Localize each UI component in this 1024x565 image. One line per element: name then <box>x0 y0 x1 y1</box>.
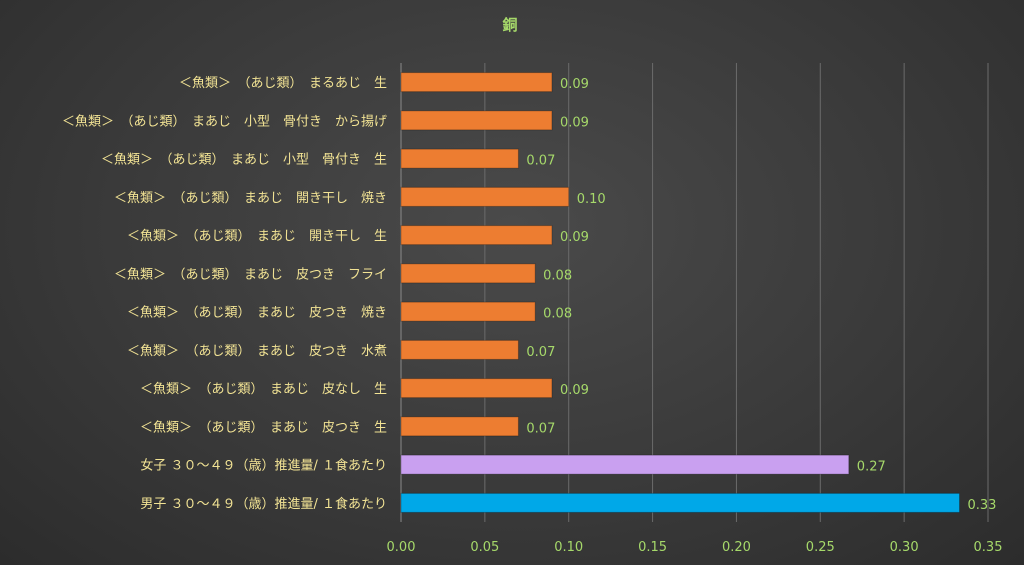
category-label: ＜魚類＞ （あじ類） まあじ 開き干し 生 <box>127 229 387 244</box>
category-label: ＜魚類＞ （あじ類） まあじ 小型 骨付き から揚げ <box>62 113 387 129</box>
data-label: 0.10 <box>577 192 606 207</box>
data-label: 0.07 <box>526 345 555 360</box>
bar <box>400 186 570 207</box>
labels: 0.00 0.05 0.10 0.15 0.20 0.25 0.30 0.35 ＜魚類＞ （あじ… <box>62 76 1002 555</box>
category-label: ＜魚類＞ （あじ類） まるあじ 生 <box>179 76 387 91</box>
bar <box>400 416 519 437</box>
data-label: 0.08 <box>543 307 572 322</box>
category-label: ＜魚類＞ （あじ類） まあじ 皮つき フライ <box>114 267 387 282</box>
data-label: 0.08 <box>543 268 572 283</box>
x-tick-label: 0.20 <box>722 540 751 555</box>
bar <box>400 148 519 169</box>
category-label: ＜魚類＞ （あじ類） まあじ 皮なし 生 <box>140 382 387 397</box>
grid <box>400 63 989 522</box>
data-label: 0.07 <box>526 421 555 436</box>
x-tick-label: 0.30 <box>890 540 919 555</box>
bar <box>400 378 553 399</box>
category-label: ＜魚類＞ （あじ類） まあじ 皮つき 焼き <box>127 306 387 321</box>
category-label: 男子 ３０～４９（歳）推進量/ １食あたり <box>140 496 387 512</box>
data-label: 0.09 <box>560 115 589 130</box>
data-label: 0.27 <box>857 460 886 475</box>
category-label: ＜魚類＞ （あじ類） まあじ 小型 骨付き 生 <box>101 153 387 168</box>
category-label: ＜魚類＞ （あじ類） まあじ 開き干し 焼き <box>114 191 387 206</box>
data-label: 0.07 <box>526 154 555 169</box>
x-tick-label: 0.10 <box>554 540 583 555</box>
bar <box>400 339 519 360</box>
bars <box>400 72 960 513</box>
bar <box>400 72 553 93</box>
data-label: 0.09 <box>560 77 589 92</box>
bar <box>400 110 553 131</box>
data-label: 0.09 <box>560 383 589 398</box>
x-tick-label: 0.15 <box>638 540 667 555</box>
category-label: ＜魚類＞ （あじ類） まあじ 皮つき 生 <box>140 420 387 435</box>
category-label: 女子 ３０～４９（歳）推進量/ １食あたり <box>140 458 387 474</box>
data-label: 0.09 <box>560 230 589 245</box>
bar <box>400 225 553 246</box>
data-label: 0.33 <box>967 498 996 513</box>
category-label: ＜魚類＞ （あじ類） まあじ 皮つき 水煮 <box>127 344 387 359</box>
x-tick-label: 0.25 <box>806 540 835 555</box>
chart-title: 銅 <box>502 16 517 34</box>
bar <box>400 301 536 322</box>
bar <box>400 263 536 284</box>
x-tick-label: 0.00 <box>387 540 416 555</box>
x-tick-label: 0.35 <box>974 540 1003 555</box>
bar <box>400 454 850 475</box>
x-tick-label: 0.05 <box>470 540 499 555</box>
bar <box>400 492 960 513</box>
